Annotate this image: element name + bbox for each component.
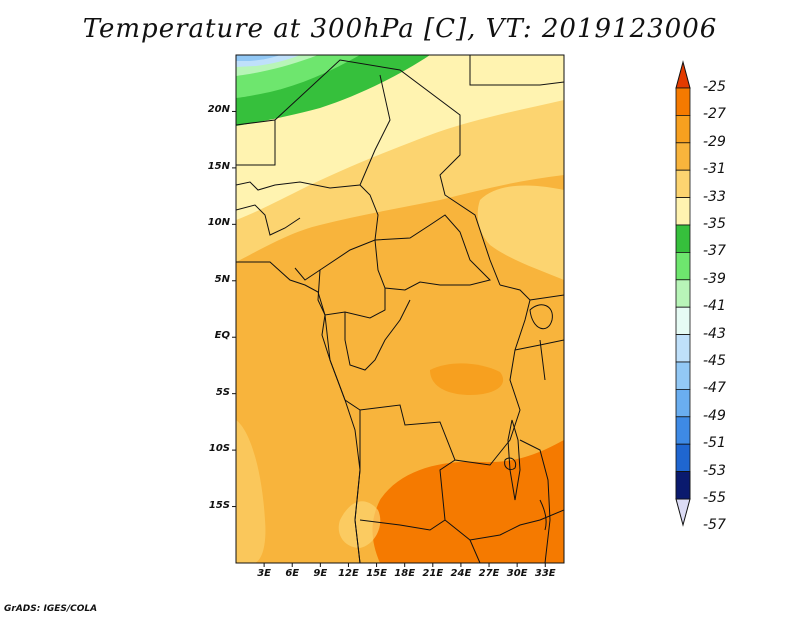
colorbar-top-arrow xyxy=(675,60,691,89)
colorbar-label: -45 xyxy=(703,353,726,369)
coastline xyxy=(236,261,361,564)
chart-title: Temperature at 300hPa [C], VT: 201912300… xyxy=(82,14,718,44)
x-tick-label: 24E xyxy=(450,568,472,579)
plot-frame xyxy=(235,54,565,564)
y-tick-label: 10N xyxy=(207,217,230,229)
colorbar-label: -51 xyxy=(703,435,726,452)
x-tick-label: 12E xyxy=(338,568,359,579)
country-borders xyxy=(236,55,564,563)
x-tick-label: 30E xyxy=(506,568,528,579)
colorbar-bottom-arrow xyxy=(675,498,691,527)
colorbar-swatch xyxy=(675,443,691,473)
colorbar-swatch xyxy=(675,388,691,418)
x-tick-label: 9E xyxy=(313,568,328,579)
y-tick-label: 20N xyxy=(207,104,230,116)
colorbar-label: -31 xyxy=(703,161,726,178)
colorbar-label: -39 xyxy=(703,270,726,287)
colorbar-swatch xyxy=(675,306,691,336)
x-tick-label: 6E xyxy=(285,568,300,579)
colorbar-swatch xyxy=(675,115,691,144)
temperature-field xyxy=(236,55,564,563)
colorbar-label: -29 xyxy=(703,133,726,150)
credit-text: GrADS: IGES/COLA xyxy=(4,604,98,614)
colorbar xyxy=(675,60,691,527)
x-tick-label: 27E xyxy=(478,568,500,579)
y-tick-label: 10S xyxy=(208,443,230,455)
colorbar-swatch xyxy=(675,471,691,500)
x-tick-label: 15E xyxy=(366,568,387,579)
colorbar-label: -47 xyxy=(703,380,726,397)
colorbar-swatch xyxy=(675,142,691,171)
colorbar-swatch xyxy=(675,169,691,198)
colorbar-label: -25 xyxy=(703,79,726,95)
axis-ticks xyxy=(232,110,546,567)
colorbar-label: -53 xyxy=(703,462,726,479)
y-tick-label: 15N xyxy=(207,160,230,172)
y-tick-label: 15S xyxy=(208,499,230,511)
colorbar-swatch xyxy=(675,87,691,116)
colorbar-swatch xyxy=(675,361,691,390)
y-tick-label: EQ xyxy=(214,330,230,342)
colorbar-swatch xyxy=(675,197,691,226)
x-tick-label: 33E xyxy=(534,568,556,579)
colorbar-label: -55 xyxy=(703,490,726,506)
colorbar-swatch xyxy=(675,251,691,281)
colorbar-label: -37 xyxy=(703,243,726,260)
colorbar-label: -43 xyxy=(703,325,726,342)
colorbar-label: -35 xyxy=(703,216,726,232)
lakes xyxy=(504,304,553,531)
colorbar-swatch xyxy=(675,334,691,363)
colorbar-swatch xyxy=(675,279,691,308)
x-tick-label: 3E xyxy=(257,568,271,579)
x-tick-label: 18E xyxy=(394,568,416,579)
x-tick-label: 21E xyxy=(422,568,444,579)
colorbar-label: -57 xyxy=(703,517,726,534)
y-tick-label: 5S xyxy=(215,386,230,398)
colorbar-label: -41 xyxy=(703,298,726,315)
colorbar-label: -49 xyxy=(703,407,726,424)
colorbar-swatch xyxy=(675,224,691,253)
colorbar-label: -27 xyxy=(703,106,726,123)
y-tick-label: 5N xyxy=(214,273,230,285)
colorbar-swatch xyxy=(675,416,691,445)
colorbar-label: -33 xyxy=(703,188,726,205)
